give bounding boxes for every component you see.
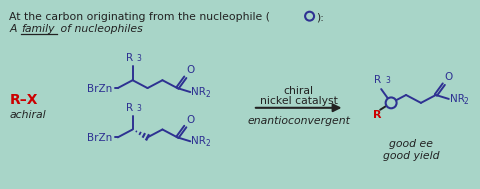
Text: O: O bbox=[186, 115, 194, 125]
Text: 3: 3 bbox=[137, 104, 142, 113]
Text: 2: 2 bbox=[205, 139, 210, 148]
Text: 3: 3 bbox=[137, 54, 142, 64]
Text: nickel catalyst: nickel catalyst bbox=[260, 96, 337, 106]
Text: BrZn: BrZn bbox=[87, 133, 113, 143]
Text: BrZn: BrZn bbox=[87, 84, 113, 94]
Text: O: O bbox=[445, 72, 453, 82]
Text: 2: 2 bbox=[205, 90, 210, 99]
Text: good yield: good yield bbox=[383, 151, 439, 161]
Text: chiral: chiral bbox=[284, 86, 313, 96]
Text: NR: NR bbox=[192, 87, 206, 97]
Text: O: O bbox=[186, 65, 194, 75]
Text: NR: NR bbox=[450, 94, 465, 104]
Text: 2: 2 bbox=[464, 97, 468, 106]
Text: R: R bbox=[373, 75, 381, 85]
Circle shape bbox=[385, 98, 396, 108]
Text: NR: NR bbox=[192, 136, 206, 146]
Text: good ee: good ee bbox=[389, 139, 433, 149]
Text: family: family bbox=[21, 24, 55, 34]
Text: R: R bbox=[126, 53, 133, 64]
Text: enantioconvergent: enantioconvergent bbox=[247, 116, 350, 126]
Text: of nucleophiles: of nucleophiles bbox=[57, 24, 143, 34]
Text: achiral: achiral bbox=[9, 110, 46, 120]
Text: R: R bbox=[126, 103, 133, 113]
Text: R–X: R–X bbox=[9, 93, 38, 107]
Text: R: R bbox=[373, 110, 382, 120]
Text: 3: 3 bbox=[385, 76, 390, 85]
Circle shape bbox=[305, 12, 314, 21]
Text: A: A bbox=[9, 24, 20, 34]
Text: At the carbon originating from the nucleophile (: At the carbon originating from the nucle… bbox=[9, 12, 270, 22]
Text: ):: ): bbox=[316, 12, 324, 22]
